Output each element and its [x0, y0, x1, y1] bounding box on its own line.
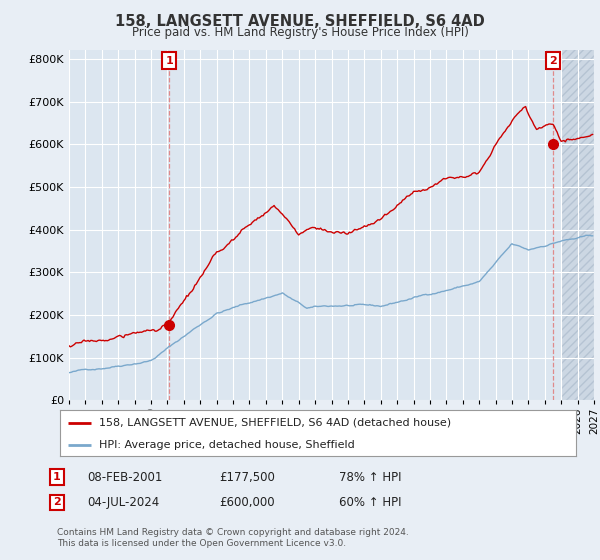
- Text: 158, LANGSETT AVENUE, SHEFFIELD, S6 4AD: 158, LANGSETT AVENUE, SHEFFIELD, S6 4AD: [115, 14, 485, 29]
- Text: 60% ↑ HPI: 60% ↑ HPI: [339, 496, 401, 509]
- Text: 2: 2: [53, 497, 61, 507]
- Text: 158, LANGSETT AVENUE, SHEFFIELD, S6 4AD (detached house): 158, LANGSETT AVENUE, SHEFFIELD, S6 4AD …: [98, 418, 451, 428]
- Text: 1: 1: [165, 55, 173, 66]
- Text: Contains HM Land Registry data © Crown copyright and database right 2024.
This d: Contains HM Land Registry data © Crown c…: [57, 528, 409, 548]
- Text: 04-JUL-2024: 04-JUL-2024: [87, 496, 159, 509]
- Text: £177,500: £177,500: [219, 470, 275, 484]
- Text: 08-FEB-2001: 08-FEB-2001: [87, 470, 163, 484]
- Text: £600,000: £600,000: [219, 496, 275, 509]
- Bar: [561, 50, 594, 400]
- Text: Price paid vs. HM Land Registry's House Price Index (HPI): Price paid vs. HM Land Registry's House …: [131, 26, 469, 39]
- Text: 1: 1: [53, 472, 61, 482]
- Text: 78% ↑ HPI: 78% ↑ HPI: [339, 470, 401, 484]
- Text: HPI: Average price, detached house, Sheffield: HPI: Average price, detached house, Shef…: [98, 440, 355, 450]
- Text: 2: 2: [549, 55, 557, 66]
